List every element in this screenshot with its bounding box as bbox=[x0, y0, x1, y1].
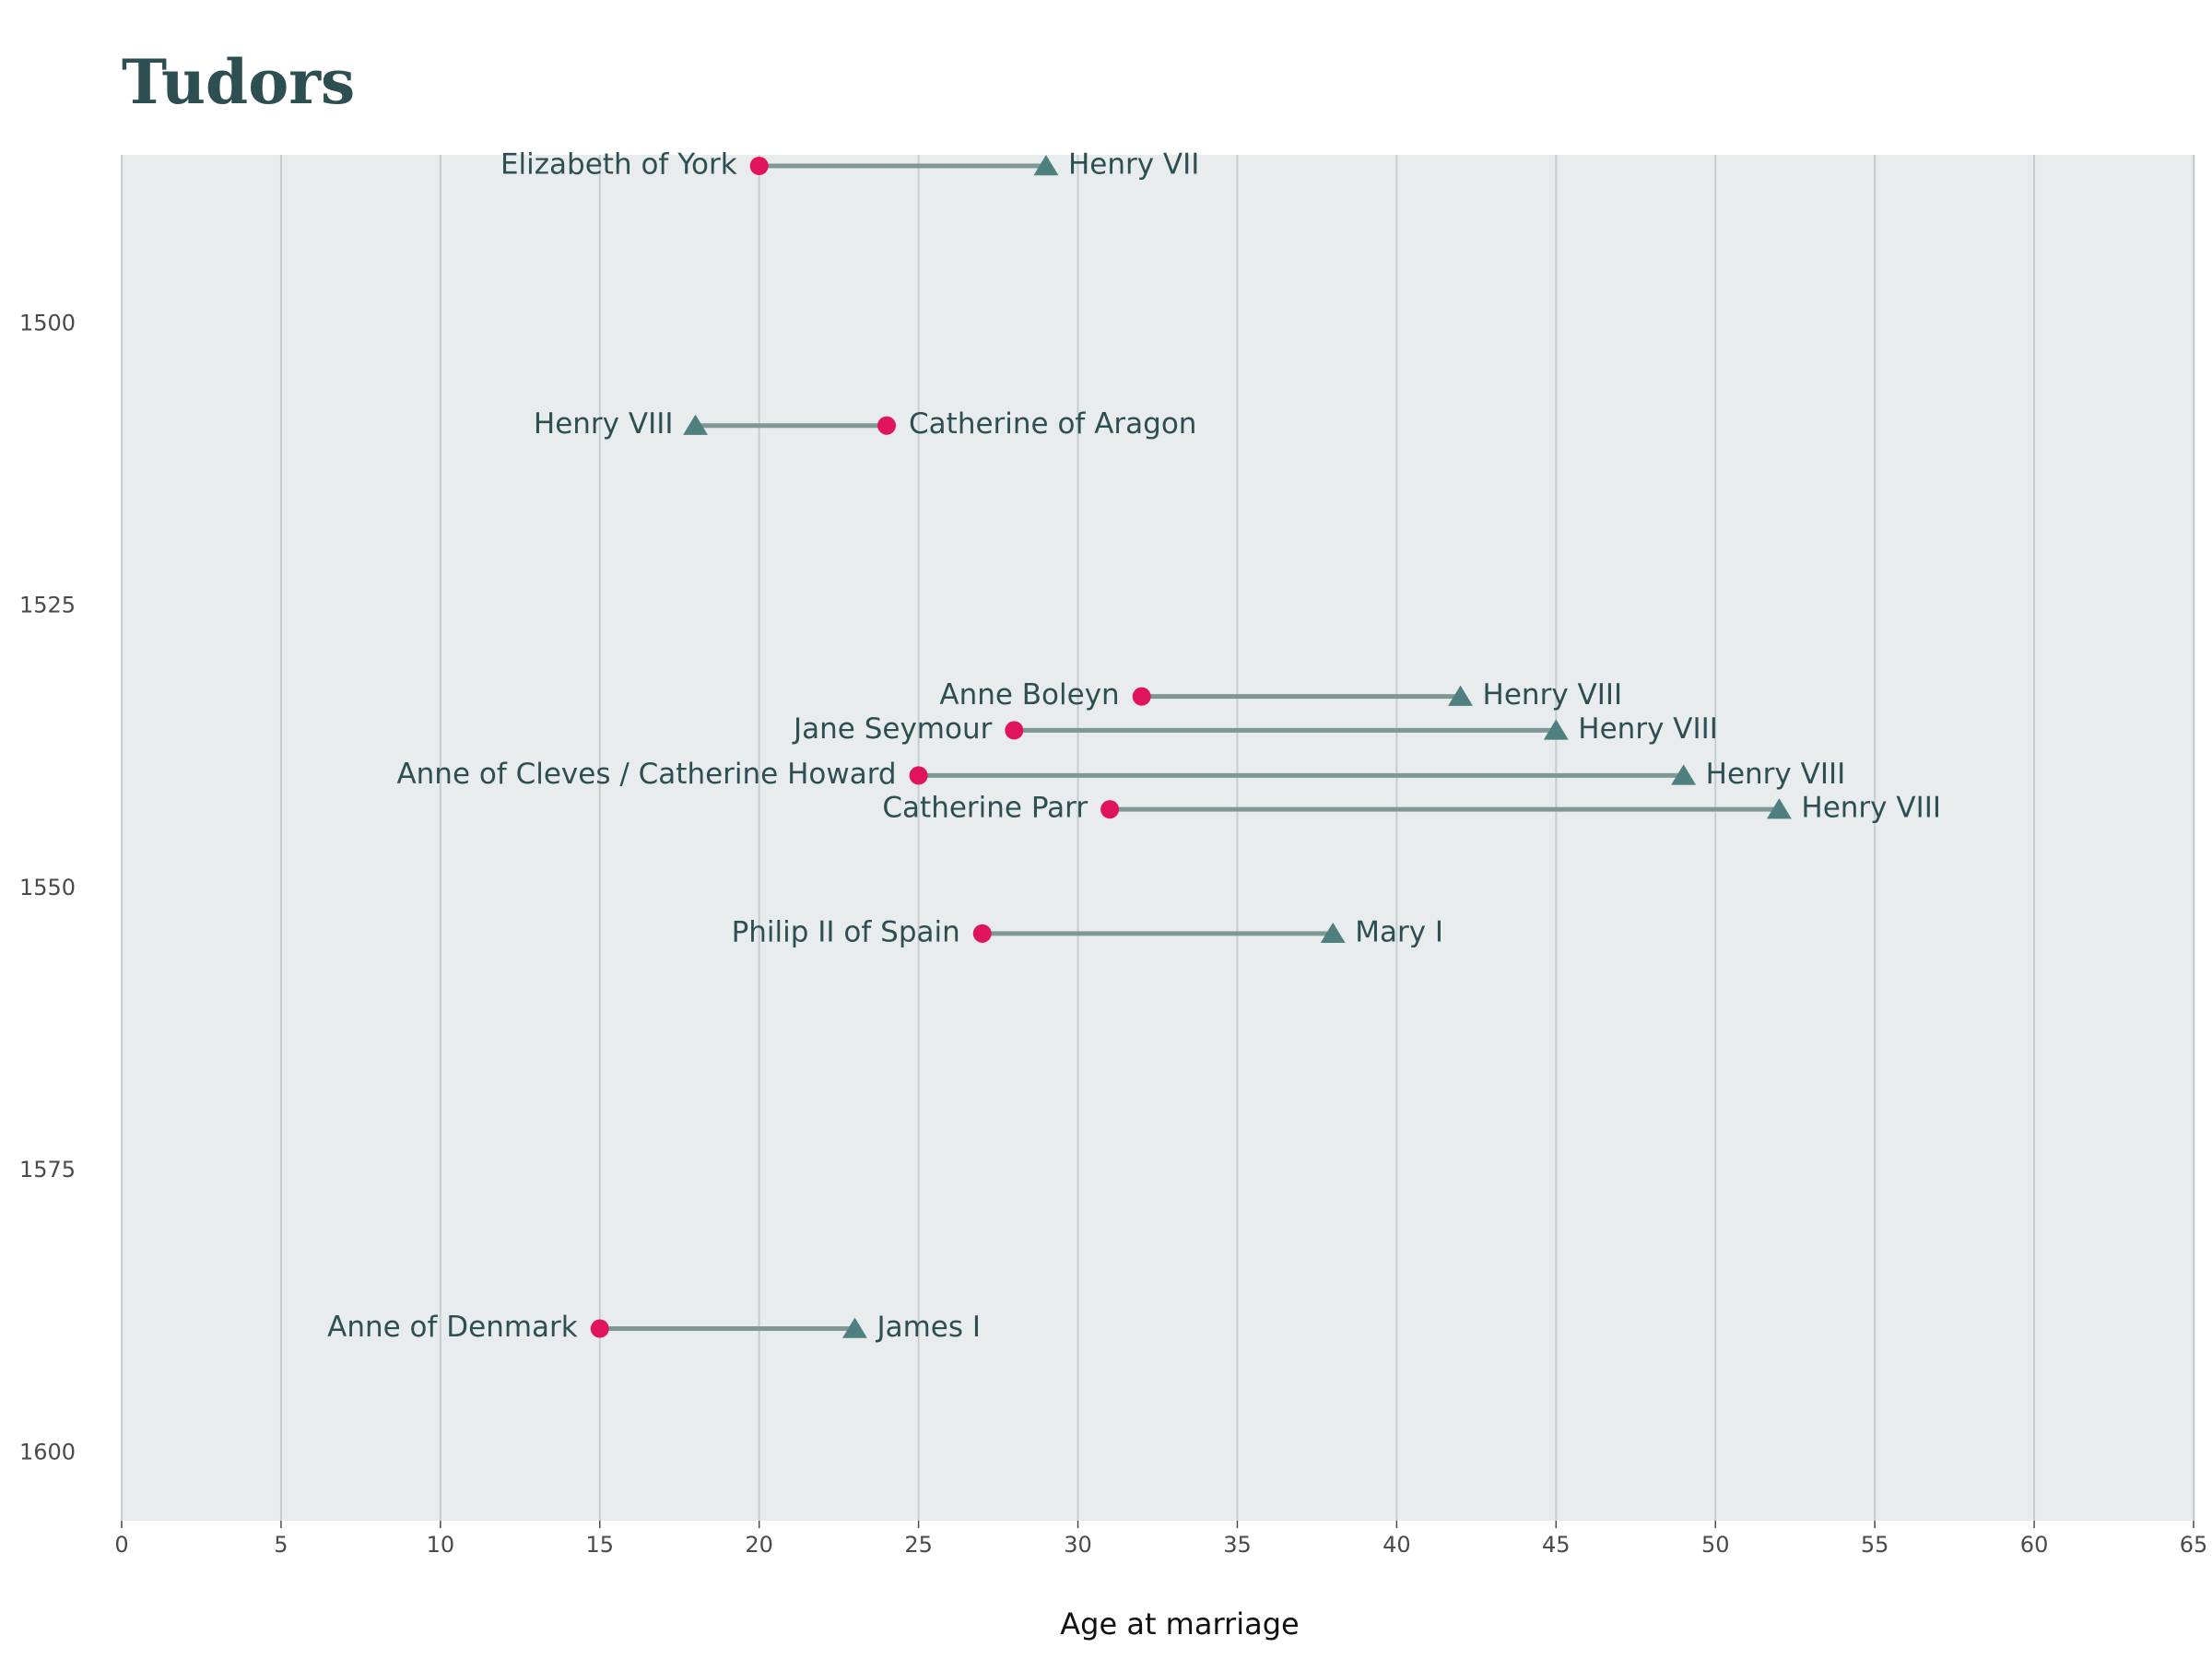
x-tick-label: 65 bbox=[2180, 1532, 2208, 1558]
y-axis-ticks: 1500 1525 1550 1575 1600 bbox=[19, 310, 76, 1465]
monarch-point bbox=[1671, 764, 1697, 785]
marriage-row: Anne of Denmark James I bbox=[327, 1311, 981, 1344]
spouse-label: Anne of Cleves / Catherine Howard bbox=[396, 758, 896, 791]
monarch-label: Henry VIII bbox=[1578, 712, 1718, 746]
x-tick-label: 60 bbox=[2020, 1532, 2049, 1558]
spouse-label: Anne of Denmark bbox=[327, 1311, 578, 1344]
x-tick-label: 10 bbox=[427, 1532, 455, 1558]
spouse-label: Catherine Parr bbox=[882, 792, 1088, 825]
monarch-label: James I bbox=[875, 1311, 981, 1344]
x-tick-label: 5 bbox=[274, 1532, 288, 1558]
monarch-label: Mary I bbox=[1355, 915, 1443, 948]
y-tick-label: 1525 bbox=[19, 593, 76, 618]
monarch-point bbox=[1543, 719, 1569, 740]
monarch-point bbox=[1766, 798, 1792, 819]
x-tick-label: 40 bbox=[1382, 1532, 1411, 1558]
monarch-point bbox=[683, 414, 708, 435]
monarch-label: Henry VIII bbox=[1801, 792, 1941, 825]
x-tick-label: 55 bbox=[1861, 1532, 1889, 1558]
spouse-point bbox=[1132, 687, 1151, 706]
x-tick-label: 50 bbox=[1701, 1532, 1730, 1558]
spouse-point bbox=[1005, 721, 1024, 740]
marriage-row: Philip II of Spain Mary I bbox=[732, 915, 1443, 948]
plot-panel bbox=[121, 155, 2195, 1521]
monarch-label: Henry VIII bbox=[534, 407, 674, 441]
marriage-row: Anne Boleyn Henry VIII bbox=[939, 678, 1622, 712]
x-axis-ticks: 0 5 10 15 20 25 30 35 40 45 50 55 60 65 bbox=[114, 1521, 2207, 1558]
marriage-row: Catherine Parr Henry VIII bbox=[882, 792, 1941, 825]
x-tick-label: 35 bbox=[1223, 1532, 1252, 1558]
monarch-point bbox=[1033, 155, 1059, 176]
marriage-row: Catherine of Aragon Henry VIII bbox=[534, 407, 1197, 441]
x-tick-label: 45 bbox=[1542, 1532, 1571, 1558]
x-tick-label: 25 bbox=[904, 1532, 933, 1558]
grid-lines bbox=[121, 155, 2194, 1521]
spouse-point bbox=[877, 416, 897, 435]
spouse-point bbox=[972, 924, 992, 943]
y-tick-label: 1600 bbox=[19, 1439, 76, 1465]
spouse-label: Philip II of Spain bbox=[732, 915, 960, 948]
monarch-label: Henry VII bbox=[1068, 148, 1199, 182]
monarch-label: Henry VIII bbox=[1483, 678, 1623, 712]
x-tick-label: 15 bbox=[585, 1532, 614, 1558]
marriage-row: Elizabeth of York Henry VII bbox=[500, 148, 1199, 182]
y-tick-label: 1550 bbox=[19, 875, 76, 900]
spouse-label: Jane Seymour bbox=[792, 712, 993, 746]
x-axis-title: Age at marriage bbox=[1060, 1606, 1299, 1641]
spouse-label: Anne Boleyn bbox=[939, 678, 1119, 712]
spouse-point bbox=[1100, 800, 1120, 819]
y-tick-label: 1500 bbox=[19, 310, 76, 335]
marriage-row: Anne of Cleves / Catherine Howard Henry V… bbox=[396, 758, 1845, 791]
monarch-point bbox=[1320, 922, 1346, 944]
spouse-point bbox=[909, 766, 928, 785]
chart-title: Tudors bbox=[122, 46, 355, 118]
spouse-point bbox=[749, 157, 769, 175]
spouse-point bbox=[590, 1319, 609, 1338]
spouse-label: Catherine of Aragon bbox=[909, 407, 1196, 441]
x-tick-label: 30 bbox=[1064, 1532, 1092, 1558]
x-tick-label: 0 bbox=[114, 1532, 128, 1558]
marriage-series: Elizabeth of York Henry VII Catherine of A… bbox=[327, 148, 1941, 1345]
spouse-label: Elizabeth of York bbox=[500, 148, 737, 182]
x-tick-label: 20 bbox=[745, 1532, 773, 1558]
monarch-point bbox=[1448, 685, 1473, 706]
monarch-point bbox=[842, 1317, 867, 1338]
monarch-label: Henry VIII bbox=[1706, 758, 1846, 791]
y-tick-label: 1575 bbox=[19, 1157, 76, 1182]
marriage-row: Jane Seymour Henry VIII bbox=[792, 712, 1718, 746]
